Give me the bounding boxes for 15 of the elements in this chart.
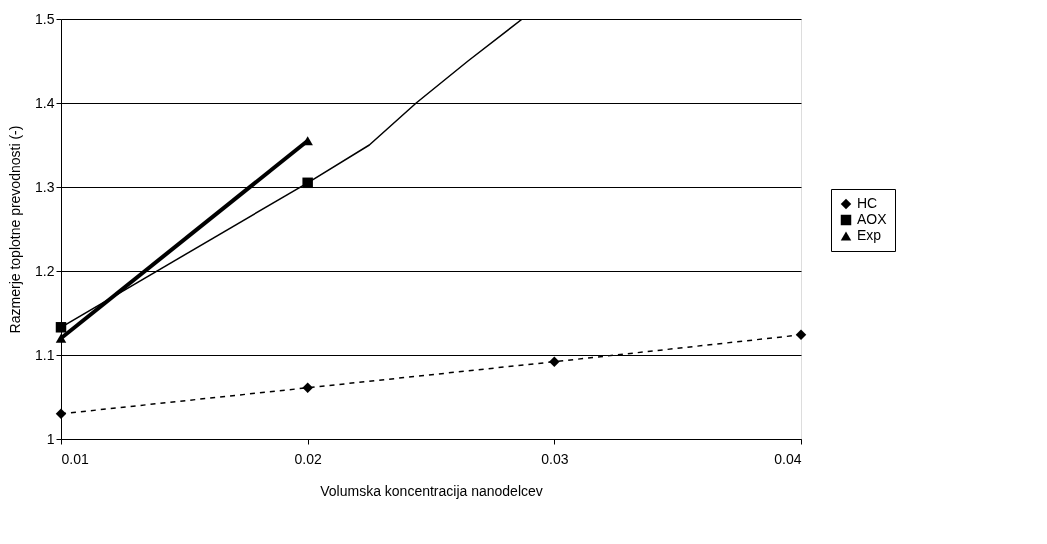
x-tick-label: 0.03 [541, 450, 569, 467]
y-tick-label: 1 [46, 430, 55, 447]
y-axis-title: Razmerje toplotne prevodnosti (-) [7, 125, 24, 334]
y-tick-label: 1.4 [35, 94, 55, 111]
x-tick-label: 0.04 [774, 450, 802, 467]
y-tick-label: 1.5 [35, 10, 55, 27]
x-tick-label: 0.01 [61, 450, 89, 467]
y-tick-label: 1.1 [35, 346, 55, 363]
legend-label: Exp [857, 227, 882, 243]
x-tick-label: 0.02 [294, 450, 322, 467]
legend-label: HC [857, 195, 878, 211]
x-axis-title: Volumska koncentracija nanodelcev [320, 482, 543, 499]
y-tick-label: 1.2 [35, 262, 55, 279]
legend-label: AOX [857, 211, 888, 227]
y-tick-label: 1.3 [35, 178, 55, 195]
